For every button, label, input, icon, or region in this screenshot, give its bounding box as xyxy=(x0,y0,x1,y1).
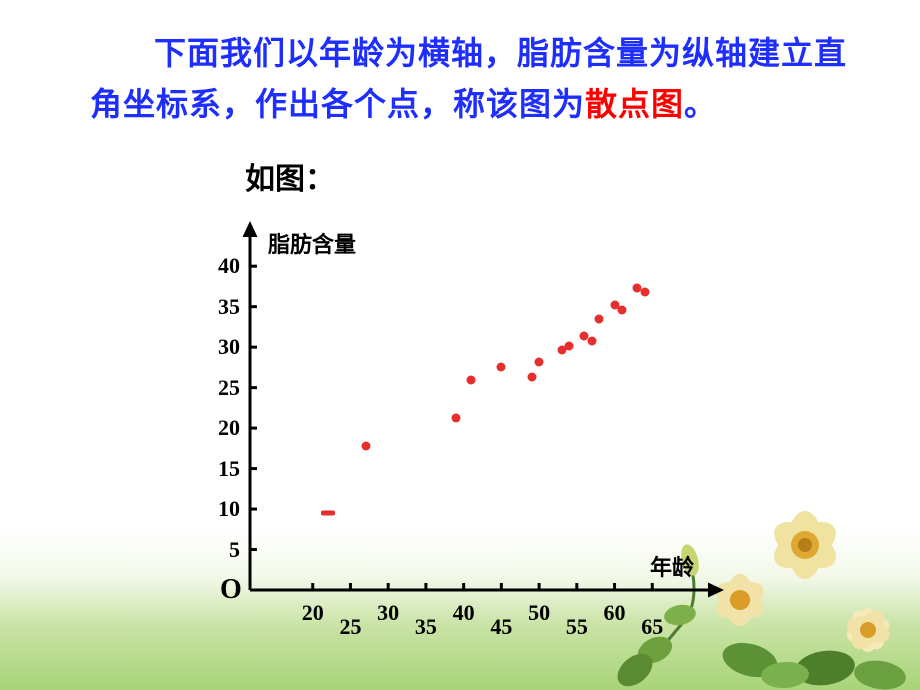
x-tick: 50 xyxy=(528,600,550,626)
intro-text: 下面我们以年龄为横轴，脂肪含量为纵轴建立直角坐标系，作出各个点，称该图为散点图。 xyxy=(90,28,850,130)
data-point xyxy=(618,305,627,314)
y-tick: 5 xyxy=(229,537,240,563)
y-tick: 30 xyxy=(218,334,240,360)
subcaption: 如图： xyxy=(245,154,335,198)
data-point xyxy=(640,288,649,297)
data-point xyxy=(527,373,536,382)
data-point xyxy=(467,376,476,385)
y-tick: 40 xyxy=(218,253,240,279)
x-tick: 60 xyxy=(604,600,626,626)
x-tick: 35 xyxy=(415,614,437,640)
x-tick: 20 xyxy=(302,600,324,626)
x-tick: 55 xyxy=(566,614,588,640)
data-point xyxy=(361,441,370,450)
data-point xyxy=(497,363,506,372)
y-tick: 15 xyxy=(218,456,240,482)
y-tick: 20 xyxy=(218,415,240,441)
y-axis-title: 脂肪含量 xyxy=(268,227,356,259)
x-tick: 65 xyxy=(641,614,663,640)
data-point xyxy=(452,414,461,423)
y-tick: 35 xyxy=(218,294,240,320)
x-tick: 25 xyxy=(339,614,361,640)
data-point xyxy=(565,341,574,350)
data-point xyxy=(321,511,335,516)
data-point xyxy=(595,314,604,323)
intro-block: 下面我们以年龄为横轴，脂肪含量为纵轴建立直角坐标系，作出各个点，称该图为散点图。 xyxy=(90,28,850,130)
data-point xyxy=(587,336,596,345)
x-axis-title: 年龄 xyxy=(650,550,694,582)
data-point xyxy=(535,357,544,366)
x-tick: 30 xyxy=(377,600,399,626)
x-tick: 40 xyxy=(453,600,475,626)
y-tick: 10 xyxy=(218,496,240,522)
origin-label: O xyxy=(220,574,242,606)
y-tick: 25 xyxy=(218,375,240,401)
scatter-chart: 脂肪含量 年龄 O 510152025303540202530354045505… xyxy=(170,200,770,630)
x-tick: 45 xyxy=(490,614,512,640)
